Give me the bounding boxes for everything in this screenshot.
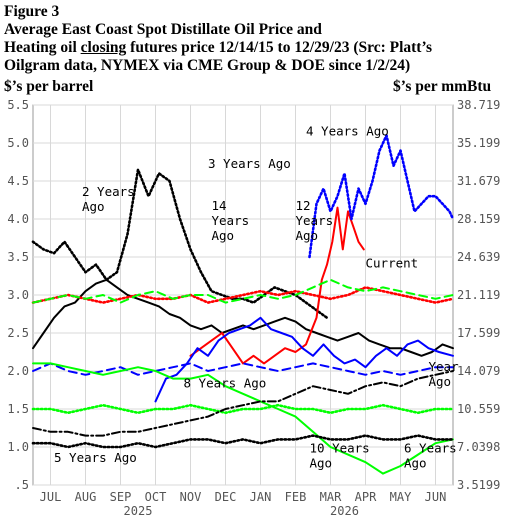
right-axis-label: $’s per mmBtu (393, 78, 492, 95)
x-tick-month: NOV (180, 490, 202, 504)
y-tick-right: 28.159 (457, 212, 500, 226)
y-tick-right: 21.119 (457, 288, 500, 302)
y-tick-right: 14.079 (457, 364, 500, 378)
x-tick-month: OCT (145, 490, 167, 504)
annotation-label: 14 (212, 198, 227, 213)
y-tick-right: 24.639 (457, 250, 500, 264)
x-tick-month: APR (355, 490, 377, 504)
title-line-3: Oilgram data, NYMEX via CME Group & DOE … (4, 57, 411, 74)
series-line-3 (31, 286, 455, 304)
annotation-label: Ago (82, 199, 105, 214)
series-line-2 (189, 206, 365, 365)
left-axis-label: $’s per barrel (4, 78, 94, 95)
series-line-9 (31, 403, 455, 415)
series-line-4 (154, 316, 454, 403)
x-tick-month: JUN (425, 490, 447, 504)
annotation-label: Current (366, 256, 419, 271)
x-tick-month: FEB (285, 490, 307, 504)
y-tick-left: 2.0 (7, 364, 29, 378)
series-line-5 (32, 362, 454, 376)
figure-label: Figure 3 (4, 3, 60, 20)
y-tick-right: 10.559 (457, 402, 500, 416)
y-tick-left: 4.0 (7, 212, 29, 226)
title-line-2: Heating oil closing futures price 12/14/… (4, 39, 432, 56)
annotation-label: 4 Years Ago (306, 123, 389, 138)
series-line-1 (31, 168, 329, 320)
x-year-label: 2026 (330, 504, 359, 518)
y-tick-left: 5.5 (7, 98, 29, 112)
y-tick-left: 1.5 (7, 402, 29, 416)
y-tick-right: 3.5199 (457, 478, 500, 492)
annotation-label: Ago (296, 228, 319, 243)
annotation-label: 12 (296, 198, 311, 213)
x-tick-month: DEC (215, 490, 237, 504)
y-tick-left: 3.5 (7, 250, 29, 264)
annotation-label: Year (429, 359, 460, 374)
title-line-2-c: futures price 12/14/15 to 12/29/23 (Src:… (126, 39, 433, 56)
y-tick-right: 31.679 (457, 174, 500, 188)
x-tick-month: MAR (320, 490, 342, 504)
title-line-1: Average East Coast Spot Distillate Oil P… (4, 21, 322, 38)
annotation-label: 6 Years (404, 440, 457, 455)
y-tick-left: 1.0 (7, 440, 29, 454)
y-tick-right: 7.0398 (457, 440, 500, 454)
series-line-8 (32, 278, 454, 304)
y-tick-right: 35.199 (457, 136, 500, 150)
title-line-2-a: Heating oil (4, 39, 81, 56)
y-tick-left: 5.0 (7, 136, 29, 150)
annotation-label: Ago (310, 455, 333, 470)
annotation-label: 2 Years (82, 184, 135, 199)
annotation-label: 3 Years Ago (208, 156, 291, 171)
x-tick-month: JAN (250, 490, 272, 504)
x-year-label: 2025 (124, 504, 153, 518)
y-tick-right: 38.719 (457, 98, 500, 112)
y-tick-left: 3.0 (7, 288, 29, 302)
annotation-label: Ago (212, 228, 235, 243)
series-line-11 (31, 434, 455, 449)
x-tick-month: MAY (390, 490, 412, 504)
series-line-7 (32, 362, 454, 475)
x-tick-month: JUL (40, 490, 62, 504)
y-tick-left: 4.5 (7, 174, 29, 188)
title-underlined-word: closing (80, 39, 127, 56)
y-tick-right: 17.599 (457, 326, 500, 340)
annotation-label: 5 Years Ago (54, 450, 137, 465)
annotation-label: 10 Years (310, 440, 370, 455)
annotation-label: Years (212, 213, 250, 228)
annotation-label: Years (296, 213, 334, 228)
series-line-6 (308, 134, 455, 259)
series-line-0 (32, 278, 454, 357)
y-tick-left: 2.5 (7, 326, 29, 340)
annotation-label: Ago (429, 374, 452, 389)
x-tick-month: AUG (75, 490, 97, 504)
x-tick-month: SEP (110, 490, 132, 504)
series-line-10 (32, 370, 454, 437)
annotation-label: 8 Years Ago (184, 376, 267, 391)
annotation-label: Ago (404, 455, 427, 470)
y-tick-left: .5 (15, 478, 29, 492)
